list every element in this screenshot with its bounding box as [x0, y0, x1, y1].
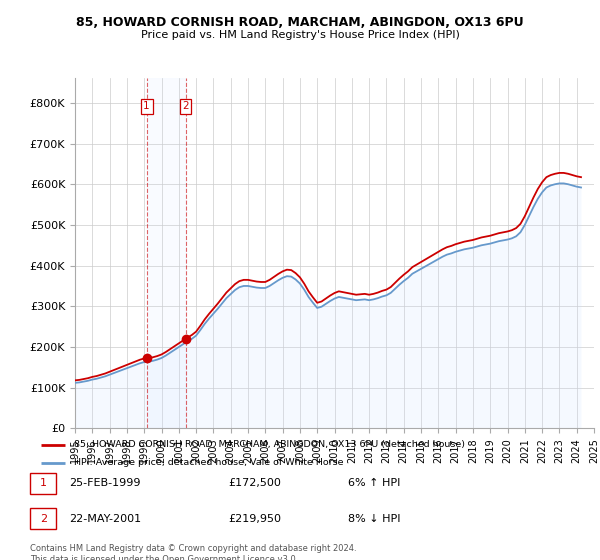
Text: 25-FEB-1999: 25-FEB-1999: [69, 478, 140, 488]
Text: 85, HOWARD CORNISH ROAD, MARCHAM, ABINGDON, OX13 6PU (detached house): 85, HOWARD CORNISH ROAD, MARCHAM, ABINGD…: [74, 440, 464, 449]
Text: 6% ↑ HPI: 6% ↑ HPI: [348, 478, 400, 488]
Text: 22-MAY-2001: 22-MAY-2001: [69, 514, 141, 524]
Text: 2: 2: [40, 514, 47, 524]
Text: £219,950: £219,950: [228, 514, 281, 524]
Text: 1: 1: [40, 478, 47, 488]
Text: £172,500: £172,500: [228, 478, 281, 488]
Text: Price paid vs. HM Land Registry's House Price Index (HPI): Price paid vs. HM Land Registry's House …: [140, 30, 460, 40]
Text: 1: 1: [143, 101, 150, 111]
Bar: [146, 78, 185, 428]
Text: HPI: Average price, detached house, Vale of White Horse: HPI: Average price, detached house, Vale…: [74, 458, 343, 467]
Text: 8% ↓ HPI: 8% ↓ HPI: [348, 514, 401, 524]
Text: 85, HOWARD CORNISH ROAD, MARCHAM, ABINGDON, OX13 6PU: 85, HOWARD CORNISH ROAD, MARCHAM, ABINGD…: [76, 16, 524, 29]
Text: Contains HM Land Registry data © Crown copyright and database right 2024.
This d: Contains HM Land Registry data © Crown c…: [30, 544, 356, 560]
Text: 2: 2: [182, 101, 189, 111]
